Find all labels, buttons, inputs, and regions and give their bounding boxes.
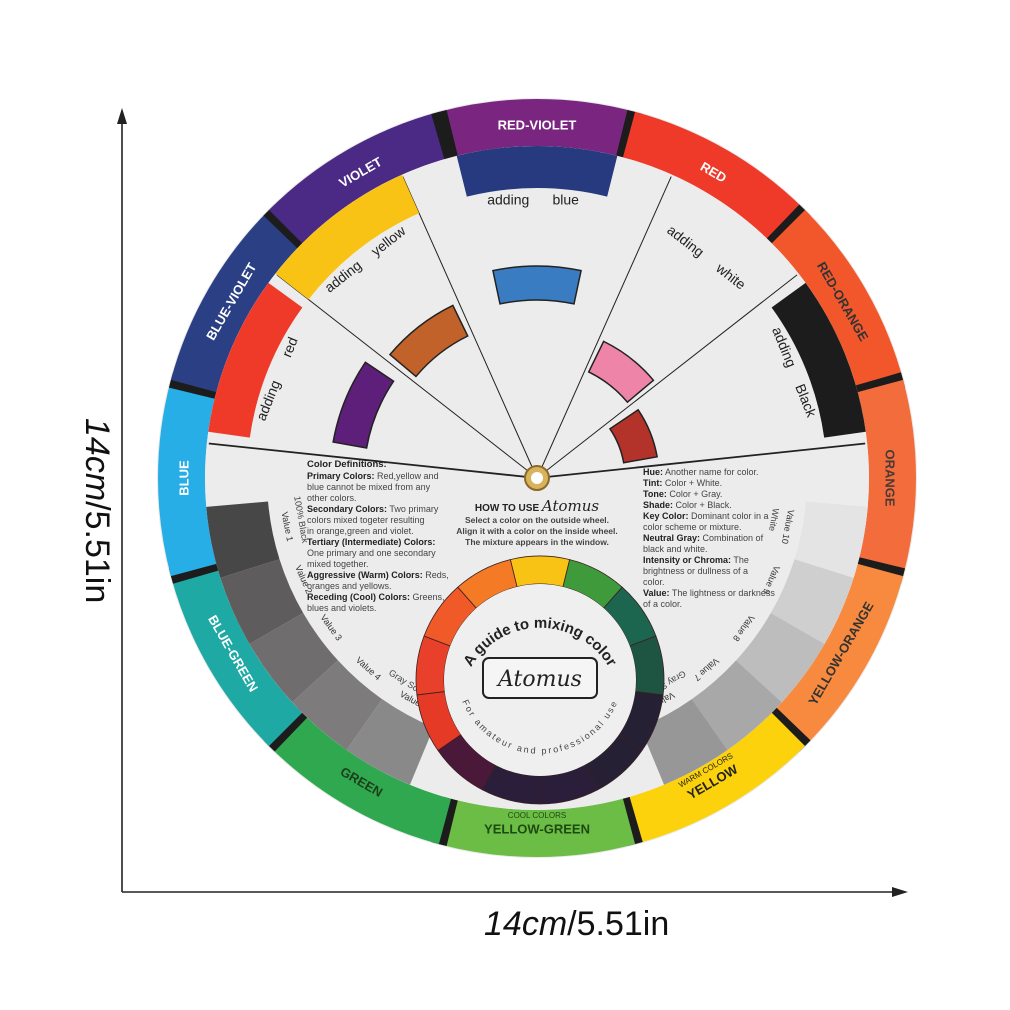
ring-segment-blue[interactable]	[158, 379, 217, 577]
window-divider	[402, 176, 538, 479]
definition-line: blue cannot be mixed from any	[307, 482, 431, 492]
mixture-window-white[interactable]	[587, 340, 655, 404]
window-divider	[536, 176, 672, 479]
ring-segment-yellow-green[interactable]	[438, 798, 636, 857]
window-divider	[536, 442, 866, 479]
pointer-tab	[771, 282, 866, 438]
definition-line: Intensity or Chroma: The	[643, 555, 749, 565]
definition-line: Tertiary (Intermediate) Colors:	[307, 537, 435, 547]
definition-line: Primary Colors: Red,yellow and	[307, 471, 439, 481]
definition-line: of a color.	[643, 599, 682, 609]
ring-sublabel: COOL COLORS	[508, 811, 566, 820]
gray-value-swatch	[770, 559, 854, 644]
definition-line: Secondary Colors: Two primary	[307, 504, 439, 514]
definition-line: Tone: Color + Gray.	[643, 489, 722, 499]
center-hole	[531, 472, 543, 484]
ring-segment-blue-green[interactable]	[170, 563, 303, 746]
width-cm: 14cm	[484, 905, 568, 943]
definition-line: Neutral Gray: Combination of	[643, 533, 764, 543]
window-label-color: blue	[553, 192, 580, 208]
window-divider	[276, 274, 538, 479]
mixture-window-yellow[interactable]	[388, 304, 469, 378]
height-dimension-label: 14cm/5.51in	[77, 418, 116, 603]
how-to-use-line: Align it with a color on the inside whee…	[456, 526, 618, 536]
definition-line: black and white.	[643, 544, 708, 554]
width-in: /5.51in	[567, 905, 670, 943]
mixing-ring-segment	[509, 555, 571, 588]
ring-segment-red-orange[interactable]	[771, 210, 904, 393]
window-label-color: red	[278, 335, 300, 360]
window-divider	[208, 442, 538, 479]
definition-line: Value: The lightness or darkness	[643, 588, 775, 598]
definition-line: oranges and yellows.	[307, 581, 392, 591]
ring-segment-orange[interactable]	[857, 379, 916, 577]
ring-label: BLUE	[176, 460, 191, 496]
ring-divider	[766, 204, 811, 249]
ring-segment-yellow[interactable]	[622, 712, 805, 845]
ring-label: ORANGE	[883, 449, 898, 506]
ring-segment-green[interactable]	[269, 712, 452, 845]
ring-segment-red-violet[interactable]	[438, 99, 636, 158]
gray-value-swatch	[736, 613, 825, 703]
definition-line: mixed together.	[307, 559, 369, 569]
definition-line: Receding (Cool) Colors: Greens,	[307, 592, 445, 602]
how-to-use-line: The mixture appears in the window.	[465, 537, 609, 547]
height-in: /5.51in	[78, 501, 116, 604]
ring-segment-blue-violet[interactable]	[170, 210, 303, 393]
gray-scale-caption: White	[767, 508, 781, 532]
pointer-tab	[275, 174, 420, 300]
ring-divider	[431, 109, 458, 160]
definition-line: Tint: Color + White.	[643, 478, 722, 488]
gray-value-swatch	[346, 699, 434, 785]
ring-label: RED-VIOLET	[498, 117, 577, 132]
gray-value-swatch	[206, 501, 280, 578]
definition-line: Shade: Color + Black.	[643, 500, 732, 510]
definition-line: color.	[643, 577, 665, 587]
definition-line: brightness or dullness of a	[643, 566, 748, 576]
definitions-title: Color Definitions:	[307, 459, 387, 470]
gray-value-swatch	[220, 559, 304, 644]
definition-line: Key Color: Dominant color in a	[643, 511, 769, 521]
brand-logo: Atomus	[496, 667, 582, 692]
gray-value-swatch	[691, 660, 782, 750]
window-label-adding: adding	[487, 192, 529, 208]
gray-value-swatch	[794, 501, 868, 578]
ring-segment-violet[interactable]	[269, 111, 452, 244]
definition-line: color scheme or mixture.	[643, 522, 742, 532]
brand-box	[482, 657, 598, 699]
dimension-lines	[117, 108, 908, 897]
definition-line: in orange,green and violet.	[307, 526, 414, 536]
ring-segment-red[interactable]	[622, 111, 805, 244]
height-cm: 14cm	[78, 418, 116, 502]
how-to-use-title: HOW TO USE Atomus	[475, 497, 600, 515]
pointer-tab	[456, 146, 618, 197]
ring-segment-yellow-orange[interactable]	[771, 563, 904, 746]
definition-line: colors mixed togeter resulting	[307, 515, 425, 525]
definition-line: blues and violets.	[307, 603, 377, 613]
definition-line: Aggressive (Warm) Colors: Reds,	[307, 570, 449, 580]
mixture-window-black[interactable]	[608, 408, 659, 464]
how-to-use-line: Select a color on the outside wheel.	[465, 515, 609, 525]
definition-line: One primary and one secondary	[307, 548, 436, 558]
width-dimension-label: 14cm/5.51in	[484, 905, 669, 944]
window-divider	[536, 274, 798, 479]
ring-label: YELLOW-GREEN	[484, 821, 590, 836]
definition-line: Hue: Another name for color.	[643, 467, 759, 477]
mixture-window-blue[interactable]	[492, 265, 582, 305]
definition-line: other colors.	[307, 493, 357, 503]
mixture-window-red[interactable]	[332, 361, 395, 449]
gray-value-swatch	[292, 660, 383, 750]
gray-value-swatch	[249, 613, 338, 703]
gray-value-swatch	[640, 699, 728, 785]
pointer-tab	[208, 282, 303, 438]
